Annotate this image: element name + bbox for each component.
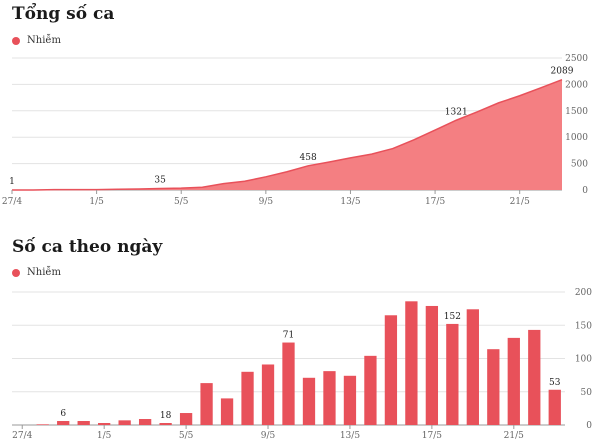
data-label: 18 bbox=[160, 411, 172, 421]
bar-7/5 bbox=[220, 398, 234, 425]
bar-14/5 bbox=[364, 355, 377, 425]
y-tick-label: 500 bbox=[571, 160, 588, 170]
x-tick-label: 1/5 bbox=[97, 431, 112, 441]
bar-3/5 bbox=[138, 419, 152, 425]
y-tick-label: 1500 bbox=[565, 107, 588, 117]
data-label: 2089 bbox=[551, 67, 574, 77]
bar-21/5 bbox=[507, 337, 520, 425]
data-label: 1 bbox=[9, 177, 15, 187]
bar-2/5 bbox=[118, 420, 131, 425]
legend-daily[interactable]: Nhiễm bbox=[12, 267, 61, 278]
y-tick-label: 150 bbox=[575, 321, 592, 331]
legend-label: Nhiễm bbox=[27, 35, 62, 46]
bar-11/5 bbox=[302, 377, 316, 425]
legend-label: Nhiễm bbox=[27, 267, 62, 278]
x-tick-label: 17/5 bbox=[422, 431, 442, 441]
x-tick-label: 5/5 bbox=[174, 197, 189, 207]
y-tick-label: 0 bbox=[586, 421, 592, 431]
legend-marker-icon bbox=[12, 36, 20, 45]
bar-6/5 bbox=[200, 383, 213, 425]
bar-9/5 bbox=[261, 364, 275, 425]
bar-13/5 bbox=[343, 375, 357, 425]
x-tick-label: 5/5 bbox=[179, 431, 194, 441]
y-tick-label: 1000 bbox=[565, 133, 588, 143]
x-tick-label: 1/5 bbox=[89, 197, 104, 207]
x-tick-label: 27/4 bbox=[12, 431, 32, 441]
bar-5/5 bbox=[179, 413, 193, 425]
data-label: 458 bbox=[300, 153, 317, 163]
data-label: 71 bbox=[283, 331, 294, 341]
bar-8/5 bbox=[241, 371, 254, 425]
x-tick-label: 21/5 bbox=[510, 197, 530, 207]
data-label: 53 bbox=[549, 378, 561, 388]
bar-15/5 bbox=[384, 315, 398, 425]
total-cases-chart: 0 500 1000 1500 2000 2500 27/4 1/5 5/5 9/5 13/5 17/… bbox=[2, 54, 588, 207]
data-label: 152 bbox=[444, 312, 461, 322]
bar-20/5 bbox=[487, 349, 500, 425]
y-tick-label: 2500 bbox=[565, 54, 588, 64]
bar-18/5 bbox=[446, 323, 459, 425]
bar-1/5 bbox=[98, 423, 111, 425]
x-tick-label: 13/5 bbox=[340, 197, 360, 207]
y-tick-label: 200 bbox=[575, 288, 592, 298]
bar-17/5 bbox=[425, 305, 439, 425]
data-label: 6 bbox=[60, 409, 66, 419]
data-label: 1321 bbox=[445, 107, 468, 117]
x-tick-label: 9/5 bbox=[261, 431, 276, 441]
y-tick-label: 0 bbox=[582, 186, 588, 196]
bar-12/5 bbox=[323, 371, 336, 425]
bar-28/4 bbox=[36, 424, 49, 425]
bar-29/4 bbox=[57, 421, 70, 425]
x-tick-label: 13/5 bbox=[340, 431, 360, 441]
bar-10/5 bbox=[282, 342, 295, 425]
y-tick-label: 100 bbox=[575, 355, 592, 365]
line-series-nhiem bbox=[12, 79, 563, 191]
x-tick-label: 21/5 bbox=[504, 431, 524, 441]
legend-marker-icon bbox=[12, 268, 20, 277]
bar-16/5 bbox=[405, 301, 418, 425]
bar-30/4 bbox=[77, 421, 90, 425]
bar-19/5 bbox=[466, 309, 479, 425]
x-tick-label: 17/5 bbox=[425, 197, 445, 207]
legend-total[interactable]: Nhiễm bbox=[12, 35, 61, 46]
bar-22/5 bbox=[528, 329, 541, 425]
chart-title-daily: Số ca theo ngày bbox=[12, 237, 163, 257]
data-label: 35 bbox=[154, 176, 166, 186]
chart-title-total: Tổng số ca bbox=[12, 4, 115, 24]
x-tick-label: 27/4 bbox=[2, 197, 22, 207]
bar-23/5 bbox=[548, 389, 561, 425]
bar-4/5 bbox=[159, 423, 172, 425]
y-tick-label: 2000 bbox=[565, 80, 588, 90]
x-tick-label: 9/5 bbox=[259, 197, 274, 207]
y-tick-label: 50 bbox=[581, 388, 593, 398]
area-series-nhiem bbox=[12, 79, 562, 190]
